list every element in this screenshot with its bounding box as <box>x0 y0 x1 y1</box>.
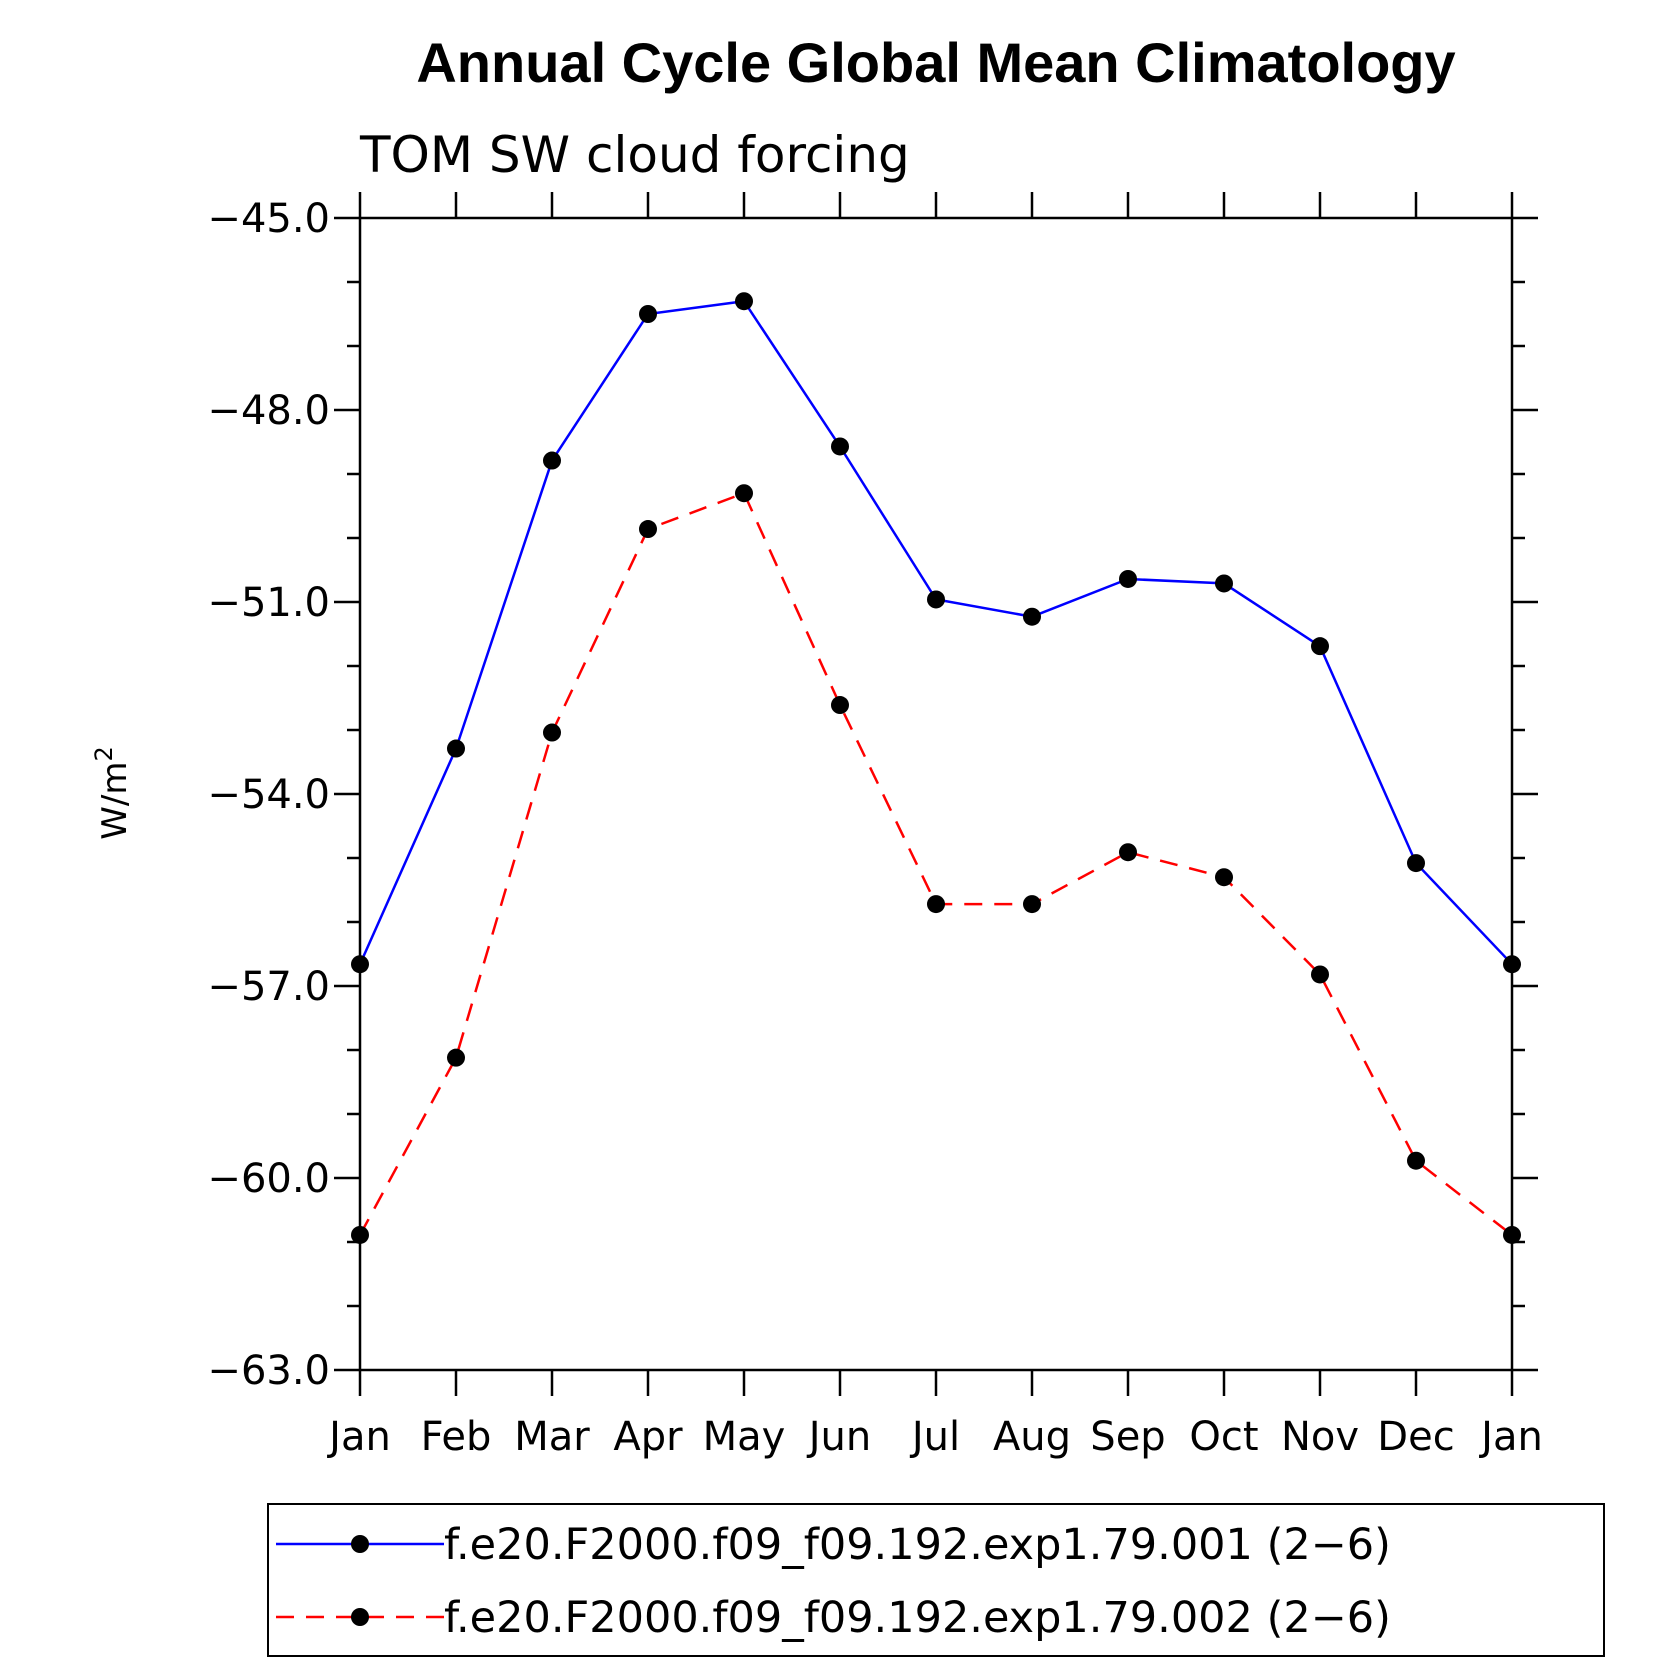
series-1-point <box>1503 955 1521 974</box>
series-1-point <box>1215 574 1233 593</box>
x-axis-ticks: Jan Feb Mar Apr May Jun Jul Aug Sep Oct Nov Dec Jan <box>326 192 1543 1460</box>
series-2-point <box>1503 1225 1521 1244</box>
x-tick-label: Jan <box>326 1414 391 1460</box>
series-2-point <box>1023 895 1041 914</box>
y-tick-label: −48.0 <box>207 388 330 434</box>
series-2-point <box>639 520 657 539</box>
series-2-point <box>735 484 753 503</box>
legend-entries: f.e20.F2000.f09_f09.192.exp1.79.001 (2−6… <box>276 1520 1391 1643</box>
y-axis-title-superscript: 2 <box>90 746 118 761</box>
x-tick-label: Dec <box>1377 1414 1454 1460</box>
series-layer <box>351 292 1521 1244</box>
series-2-point <box>351 1225 369 1244</box>
y-axis-title-base: W/m <box>95 762 135 840</box>
x-tick-label: Jun <box>806 1414 872 1460</box>
y-tick-label: −63.0 <box>207 1348 330 1394</box>
series-1-point <box>735 292 753 311</box>
series-2-point <box>927 895 945 914</box>
y-tick-label: −45.0 <box>207 196 330 242</box>
series-1-point <box>543 451 561 470</box>
series-2-point <box>447 1048 465 1067</box>
legend: f.e20.F2000.f09_f09.192.exp1.79.001 (2−6… <box>267 1503 1605 1657</box>
series-1-point <box>1407 854 1425 873</box>
series-1-point <box>831 437 849 456</box>
series-1-point <box>1311 637 1329 656</box>
y-tick-label: −60.0 <box>207 1156 330 1202</box>
series-1-point <box>1023 607 1041 626</box>
x-tick-label: Jan <box>1478 1414 1543 1460</box>
legend-label-1: f.e20.F2000.f09_f09.192.exp1.79.001 (2−6… <box>444 1520 1391 1570</box>
x-tick-label: Sep <box>1090 1414 1165 1460</box>
series-line-1 <box>358 299 1513 966</box>
series-2-point <box>831 696 849 715</box>
series-2-point <box>1215 868 1233 887</box>
legend-label-2: f.e20.F2000.f09_f09.192.exp1.79.002 (2−6… <box>444 1593 1391 1643</box>
series-1-point <box>351 955 369 974</box>
x-tick-label: Mar <box>514 1414 590 1460</box>
series-2-point <box>1407 1151 1425 1170</box>
series-1-point <box>447 739 465 758</box>
legend-box <box>267 1503 1605 1657</box>
x-tick-label: Aug <box>993 1414 1071 1460</box>
x-tick-label: Feb <box>421 1414 492 1460</box>
chart-title: Annual Cycle Global Mean Climatology <box>416 31 1455 94</box>
y-tick-label: −54.0 <box>207 772 330 818</box>
series-2-point <box>1119 843 1137 862</box>
y-tick-label: −57.0 <box>207 964 330 1010</box>
legend-marker-1 <box>351 1535 369 1553</box>
x-tick-label: Oct <box>1189 1414 1258 1460</box>
y-axis-ticks: −45.0 −48.0 −51.0 −54.0 −57.0 −60.0 −63.0 <box>207 196 1538 1394</box>
x-tick-label: Apr <box>613 1414 683 1460</box>
plot-frame <box>358 216 1514 1372</box>
x-tick-label: Jul <box>909 1414 960 1460</box>
series-1-point <box>1119 569 1137 588</box>
x-tick-label: Nov <box>1281 1414 1359 1460</box>
legend-marker-2 <box>351 1608 369 1626</box>
series-2-point <box>1311 965 1329 984</box>
series-1-point <box>927 590 945 609</box>
y-axis-title: W/m2 <box>90 746 135 839</box>
series-2-point <box>543 723 561 742</box>
chart-subtitle: TOM SW cloud forcing <box>359 126 910 184</box>
series-1-point <box>639 305 657 323</box>
x-tick-label: May <box>703 1414 786 1460</box>
y-tick-label: −51.0 <box>207 580 330 626</box>
